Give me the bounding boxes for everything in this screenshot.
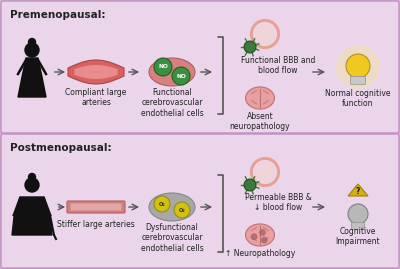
Text: Normal cognitive
function: Normal cognitive function: [325, 89, 391, 108]
Circle shape: [244, 179, 256, 191]
Circle shape: [172, 67, 190, 85]
FancyBboxPatch shape: [70, 204, 122, 211]
Polygon shape: [68, 60, 124, 84]
Text: Stiffer large arteries: Stiffer large arteries: [57, 220, 135, 229]
Ellipse shape: [149, 193, 195, 221]
Circle shape: [25, 43, 39, 57]
Text: ↑ Neuropathology: ↑ Neuropathology: [225, 249, 295, 258]
Text: ?: ?: [356, 187, 360, 196]
Text: Compliant large
arteries: Compliant large arteries: [65, 88, 127, 107]
Ellipse shape: [246, 224, 274, 246]
Circle shape: [255, 24, 275, 44]
Text: Absent
neuropathology: Absent neuropathology: [230, 112, 290, 131]
Text: Premenopausal:: Premenopausal:: [10, 10, 106, 20]
Circle shape: [251, 233, 258, 240]
FancyBboxPatch shape: [352, 222, 364, 229]
Polygon shape: [18, 58, 46, 97]
Circle shape: [244, 41, 256, 53]
Ellipse shape: [149, 58, 195, 86]
Circle shape: [259, 229, 266, 236]
Circle shape: [336, 45, 380, 89]
FancyBboxPatch shape: [67, 201, 125, 213]
Circle shape: [25, 178, 39, 192]
Text: O₂: O₂: [179, 207, 185, 213]
Text: Functional
cerebrovascular
endothelial cells: Functional cerebrovascular endothelial c…: [141, 88, 203, 118]
Text: O₂: O₂: [159, 201, 165, 207]
Ellipse shape: [346, 54, 370, 78]
Circle shape: [174, 202, 190, 218]
FancyBboxPatch shape: [1, 134, 399, 268]
Text: Functional BBB and
blood flow: Functional BBB and blood flow: [241, 56, 315, 75]
Text: NO: NO: [176, 73, 186, 79]
Circle shape: [154, 196, 170, 212]
Polygon shape: [348, 184, 368, 196]
Text: Dysfunctional
cerebrovascular
endothelial cells: Dysfunctional cerebrovascular endothelia…: [141, 223, 203, 253]
Circle shape: [255, 162, 275, 182]
Polygon shape: [12, 197, 52, 235]
Text: NO: NO: [158, 65, 168, 69]
FancyBboxPatch shape: [1, 1, 399, 133]
Ellipse shape: [348, 204, 368, 224]
Circle shape: [28, 174, 36, 180]
Circle shape: [28, 38, 36, 45]
Text: Cognitive
Impairment: Cognitive Impairment: [336, 227, 380, 246]
Circle shape: [154, 58, 172, 76]
Text: Postmenopausal:: Postmenopausal:: [10, 143, 112, 153]
Circle shape: [261, 237, 268, 243]
Ellipse shape: [246, 87, 274, 109]
Polygon shape: [74, 65, 118, 79]
FancyBboxPatch shape: [350, 76, 366, 84]
Text: Permeable BBB &
↓ blood flow: Permeable BBB & ↓ blood flow: [245, 193, 311, 213]
